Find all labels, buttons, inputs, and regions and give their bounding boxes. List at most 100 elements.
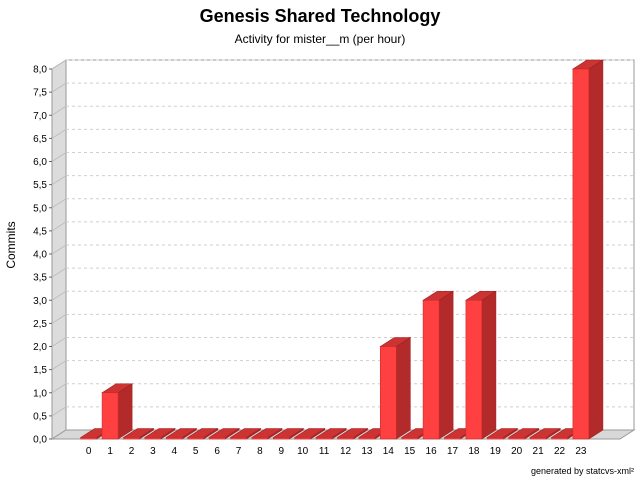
bar-front (294, 437, 312, 440)
y-tick-label: 0,5 (33, 411, 47, 422)
bar-side (481, 290, 497, 440)
bar-front (187, 437, 204, 440)
bar-front (572, 68, 590, 440)
bar-front (551, 437, 568, 440)
y-tick-label: 3,5 (33, 273, 47, 284)
bar (101, 383, 134, 440)
bar-front (337, 437, 354, 440)
bar-front (251, 437, 269, 440)
gridline-side (51, 82, 67, 93)
y-tick-label: 6,5 (33, 134, 47, 145)
bar-front (508, 437, 526, 440)
x-tick-label: 20 (511, 446, 523, 457)
x-tick-label: 9 (279, 446, 285, 457)
bar (143, 427, 176, 440)
y-tick-label: 7,0 (33, 111, 47, 122)
gridline-side (51, 175, 67, 186)
bar-front (272, 437, 290, 440)
gridline-side (51, 267, 67, 278)
bar (186, 427, 219, 440)
chart-title: Genesis Shared Technology (199, 6, 441, 26)
y-tick-label: 6,0 (33, 157, 47, 168)
bar (529, 427, 562, 440)
bar-front (444, 437, 461, 440)
x-tick-label: 18 (468, 446, 480, 457)
y-tick-label: 2,0 (33, 342, 47, 353)
x-tick-label: 16 (426, 446, 438, 457)
gridline-side (51, 337, 67, 347)
gridline-side (51, 406, 67, 417)
bar (422, 290, 455, 440)
x-tick-label: 3 (150, 446, 156, 457)
generator-credit: generated by statcvs-xml² (530, 466, 634, 476)
y-tick-label: 1,0 (33, 388, 47, 399)
bar-front (486, 437, 504, 440)
x-tick-label: 14 (383, 446, 395, 457)
bar-front (358, 437, 376, 440)
bar (293, 427, 326, 440)
gridline-side (51, 198, 67, 209)
gridline-side (51, 152, 67, 162)
x-tick-label: 0 (86, 446, 92, 457)
bar-side (117, 383, 133, 440)
gridline-side (51, 59, 67, 70)
y-tick-label: 5,0 (33, 203, 47, 214)
gridline-side (51, 313, 67, 324)
chart-subtitle: Activity for mister__m (per hour) (234, 32, 406, 46)
x-tick-label: 5 (193, 446, 199, 457)
bar-front (422, 299, 440, 440)
y-tick-label: 4,0 (33, 250, 47, 261)
bar-front (101, 392, 119, 440)
y-tick-label: 4,5 (33, 226, 47, 237)
x-tick-label: 17 (447, 446, 459, 457)
y-tick-label: 1,5 (33, 365, 47, 376)
bar (507, 427, 540, 440)
bar-front (465, 299, 483, 440)
gridline-side (51, 105, 67, 116)
bar-front (166, 437, 183, 440)
x-tick-label: 6 (214, 446, 220, 457)
bar (379, 336, 412, 440)
x-tick-label: 1 (107, 446, 113, 457)
gridline-side (51, 360, 67, 371)
x-tick-label: 23 (575, 446, 587, 457)
x-tick-label: 21 (533, 446, 545, 457)
y-tick-label: 0,0 (33, 435, 47, 446)
y-tick-label: 7,5 (33, 88, 47, 99)
x-tick-label: 19 (490, 446, 502, 457)
bar (336, 427, 369, 440)
x-tick-label: 22 (554, 446, 566, 457)
x-tick-label: 13 (361, 446, 373, 457)
x-tick-label: 7 (236, 446, 242, 457)
bar (486, 427, 519, 440)
bar-front (230, 437, 247, 440)
bar-side (438, 290, 454, 440)
x-tick-label: 12 (340, 446, 352, 457)
y-tick-label: 5,5 (33, 180, 47, 191)
x-tick-label: 10 (297, 446, 309, 457)
bar-front (144, 437, 162, 440)
bar (165, 427, 198, 440)
bar-side (588, 59, 604, 440)
gridline-side (51, 221, 67, 232)
y-tick-label: 3,0 (33, 296, 47, 307)
bar (229, 427, 262, 440)
bar-front (529, 437, 547, 440)
bar-front (123, 437, 140, 440)
x-tick-label: 11 (319, 446, 330, 457)
x-tick-label: 15 (404, 446, 416, 457)
bar (250, 427, 283, 440)
bar (208, 427, 241, 440)
gridline-side (51, 290, 67, 301)
bar-front (379, 346, 397, 440)
gridline-side (51, 244, 67, 255)
bar (571, 59, 604, 440)
bar (122, 427, 155, 440)
bar-front (80, 437, 97, 440)
y-tick-label: 2,5 (33, 319, 47, 330)
x-tick-label: 8 (257, 446, 263, 457)
bar-side (395, 336, 411, 440)
x-tick-label: 2 (129, 446, 135, 457)
bar-front (315, 437, 333, 440)
